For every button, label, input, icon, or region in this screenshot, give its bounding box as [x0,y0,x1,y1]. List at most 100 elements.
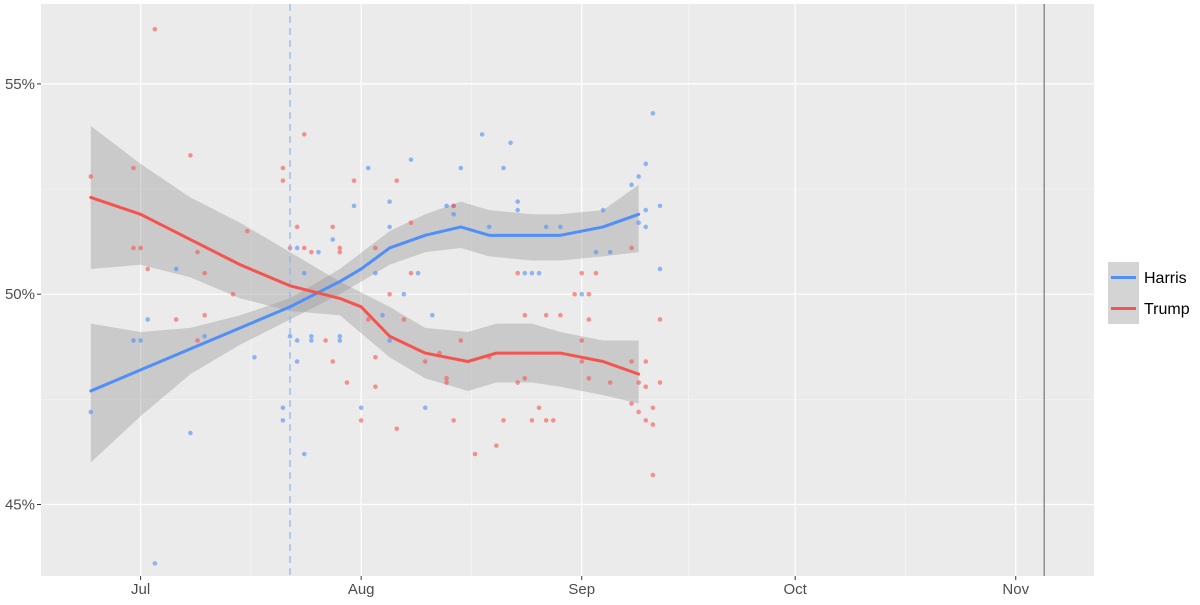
point-harris [543,224,549,230]
x-tick-label: Sep [568,581,595,598]
point-trump [629,401,634,406]
point-harris [301,270,307,276]
point-harris [252,354,257,360]
point-harris [294,338,300,343]
point-trump [394,426,400,432]
major-gridlines [41,4,1094,576]
point-trump [458,338,464,343]
point-harris [358,405,364,411]
point-trump [408,270,414,276]
minor-gridlines [41,4,1094,576]
point-harris [280,405,286,411]
point-trump [494,443,499,448]
point-harris [458,165,464,171]
point-harris [387,338,392,343]
legend-label-trump: Trump [1144,301,1190,318]
point-trump [358,418,364,423]
point-harris [636,220,641,226]
point-trump [365,317,371,322]
x-axis: Jul Aug Sep Oct Nov [131,576,1030,598]
point-trump [294,224,300,230]
point-harris [294,359,300,364]
point-harris [579,291,585,297]
point-harris [558,224,563,230]
point-trump [373,384,378,390]
point-harris [529,270,535,276]
point-trump [408,220,414,226]
point-trump [301,132,307,137]
point-harris [387,199,392,204]
point-harris [316,249,321,255]
point-harris [138,338,143,343]
point-harris [451,211,456,217]
point-harris [337,338,343,343]
point-harris [309,338,314,343]
confidence-bands [90,125,639,463]
point-trump [593,270,599,276]
point-harris [131,338,136,343]
point-harris [188,430,193,436]
point-trump [309,249,314,255]
point-trump [543,418,549,423]
point-trump [202,312,207,318]
point-trump [188,153,193,158]
point-harris [145,317,151,322]
point-harris [593,249,599,255]
point-harris [415,270,421,276]
point-trump [643,418,649,423]
trend-lines [89,195,641,393]
point-harris [607,249,613,255]
point-harris [287,333,293,339]
point-trump [657,317,663,322]
point-trump [636,409,641,415]
point-harris [280,418,286,423]
point-trump [351,178,357,183]
point-trump [444,380,449,385]
x-tick-label: Jul [131,581,150,598]
y-axis: 45% 50% 55% [5,76,41,514]
point-trump [550,418,556,423]
legend-label-harris: Harris [1144,270,1187,287]
point-trump [131,245,136,251]
point-harris [636,174,641,179]
point-trump [401,317,407,322]
plot-panel [41,4,1094,576]
x-tick-label: Nov [1002,581,1029,598]
point-trump [650,472,656,478]
point-harris [444,203,449,209]
point-harris [536,270,542,276]
point-trump [501,418,506,423]
point-harris [408,157,414,162]
poll-points [88,26,663,566]
point-trump [543,312,549,318]
point-trump [323,338,328,343]
point-trump [579,338,585,343]
point-harris [294,245,300,251]
point-trump [643,384,649,390]
point-harris [486,224,492,230]
point-harris [479,132,485,137]
point-trump [536,405,542,411]
point-harris [301,451,307,457]
point-harris [387,224,392,230]
y-tick-label: 45% [5,497,35,514]
point-trump [629,359,634,364]
point-trump [131,165,136,171]
point-harris [650,111,656,116]
point-trump [337,245,343,251]
point-harris [88,409,94,415]
point-trump [472,451,478,457]
point-trump [579,359,585,364]
point-harris [309,333,314,339]
point-harris [330,237,336,242]
point-trump [344,380,350,385]
point-trump [138,245,143,251]
point-trump [444,376,449,381]
point-harris [501,165,506,171]
point-harris [643,161,649,167]
point-harris [401,291,407,297]
point-trump [280,178,286,183]
confidence-band-trump [90,125,639,404]
